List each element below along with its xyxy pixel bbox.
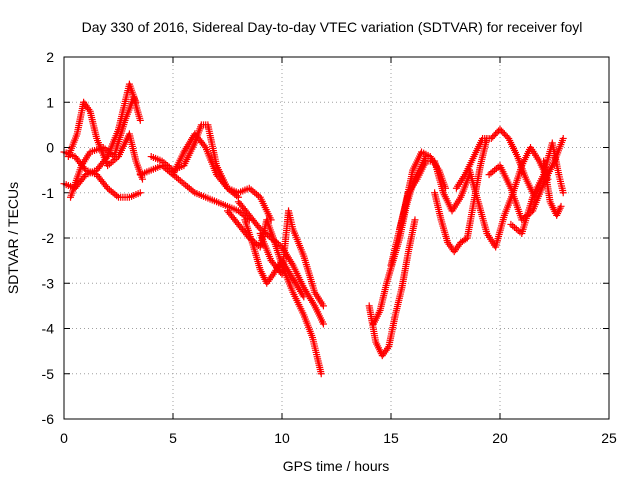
series-trace-4	[67, 94, 144, 201]
x-axis-label: GPS time / hours	[283, 458, 390, 474]
y-tick-label: -6	[42, 411, 55, 427]
y-axis-label: SDTVAR / TECUs	[5, 182, 21, 294]
y-tick-label: -3	[42, 275, 55, 291]
y-tick-label: -2	[42, 230, 55, 246]
x-tick-label: 15	[383, 430, 399, 446]
series-trace-1	[60, 80, 140, 192]
data-point	[136, 189, 144, 197]
chart-title: Day 330 of 2016, Sidereal Day-to-day VTE…	[82, 19, 583, 35]
data-point	[557, 202, 565, 210]
data-point	[503, 133, 511, 141]
series-trace-11	[241, 216, 308, 301]
grid-lines	[64, 57, 609, 419]
data-point	[300, 293, 308, 301]
data-point	[222, 183, 230, 191]
series-trace-15	[396, 157, 473, 233]
x-tick-label: 25	[601, 430, 617, 446]
data-point	[559, 189, 567, 197]
data-point	[102, 183, 110, 191]
series-trace-7	[169, 130, 275, 224]
y-tick-label: -4	[42, 321, 55, 337]
y-tick-label: 0	[46, 140, 54, 156]
data-point	[559, 134, 567, 142]
plot-frame	[63, 56, 610, 420]
y-tick-label: -1	[42, 185, 55, 201]
data-point	[317, 370, 325, 378]
x-tick-labels: 0 5 10 15 20 25	[60, 430, 617, 446]
series-trace-21	[540, 157, 565, 219]
y-tick-labels: -6 -5 -4 -3 -2 -1 0 1 2	[42, 49, 55, 427]
data-point	[319, 302, 327, 310]
data-point	[319, 320, 327, 328]
x-tick-label: 5	[169, 430, 177, 446]
x-tick-label: 20	[492, 430, 508, 446]
series-trace-12	[365, 216, 419, 360]
x-tick-label: 0	[60, 430, 68, 446]
y-tick-label: -5	[42, 366, 55, 382]
y-tick-label: 2	[46, 49, 54, 65]
series-trace-8	[234, 198, 327, 328]
series-trace-20	[507, 139, 567, 237]
data-point	[80, 172, 88, 180]
series-trace-5	[136, 162, 253, 224]
series-trace-16	[431, 134, 491, 256]
data-point	[411, 216, 419, 224]
data-points	[60, 80, 567, 378]
data-point	[200, 142, 208, 150]
y-tick-label: 1	[46, 94, 54, 110]
data-point	[255, 223, 263, 231]
x-tick-label: 10	[274, 430, 290, 446]
data-point	[136, 116, 144, 124]
